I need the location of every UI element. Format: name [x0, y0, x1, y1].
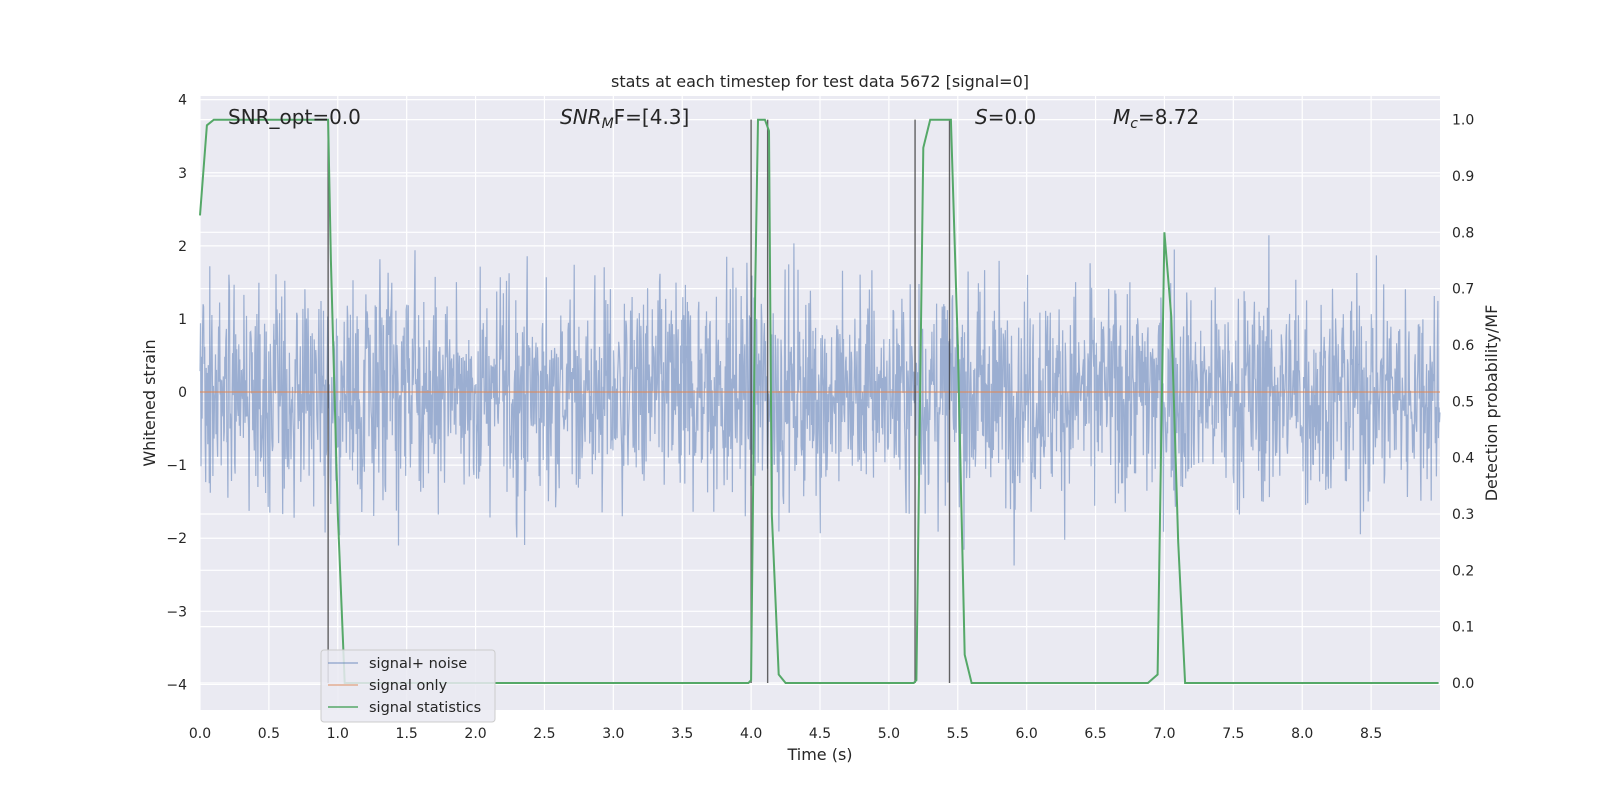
- x-tick-label: 6.5: [1084, 726, 1106, 742]
- legend-box: [320, 649, 496, 723]
- x-tick-label: 7.5: [1222, 726, 1244, 742]
- x-tick-label: 0.0: [189, 726, 211, 742]
- x-tick-label: 0.5: [258, 726, 280, 742]
- x-tick-label: 5.0: [878, 726, 900, 742]
- x-tick-label: 4.0: [740, 726, 762, 742]
- legend: signal+ noise signal only signal statist…: [320, 649, 496, 723]
- right-y-tick-label: 0.6: [1452, 338, 1474, 354]
- right-y-tick-label: 0.9: [1452, 169, 1474, 185]
- series-signal-noise: [199, 235, 1441, 566]
- right-y-tick-labels: 1.0 0.9 0.8 0.7 0.6 0.5 0.4 0.3 0.2 0.1 0.0: [1452, 113, 1474, 692]
- legend-label-signal-statistics: signal statistics: [369, 700, 481, 716]
- legend-label-signal-noise: signal+ noise: [369, 656, 467, 672]
- left-y-tick-label: 1: [178, 312, 187, 328]
- annotation-mc: Mc=8.72: [1113, 105, 1199, 132]
- x-tick-label: 1.0: [327, 726, 349, 742]
- right-y-tick-label: 0.4: [1452, 451, 1474, 467]
- x-tick-label: 8.5: [1360, 726, 1382, 742]
- left-y-axis-label: Whitened strain: [140, 339, 159, 466]
- right-y-tick-label: 0.5: [1452, 394, 1474, 410]
- left-y-tick-label: 3: [178, 166, 187, 182]
- right-y-tick-label: 0.7: [1452, 282, 1474, 298]
- x-axis-label: Time (s): [786, 745, 852, 764]
- left-y-tick-labels: 4 3 2 1 0 −1 −2 −3 −4: [166, 93, 187, 694]
- right-y-axis-label: Detection probability/MF: [1482, 305, 1501, 502]
- signal-noise-line: [199, 235, 1441, 566]
- left-y-tick-label: −2: [166, 531, 187, 547]
- x-tick-label: 2.0: [464, 726, 486, 742]
- x-tick-label: 7.0: [1153, 726, 1175, 742]
- left-y-tick-label: 0: [178, 385, 187, 401]
- right-y-tick-label: 1.0: [1452, 113, 1474, 129]
- legend-label-signal-only: signal only: [369, 678, 448, 694]
- right-y-tick-label: 0.8: [1452, 225, 1474, 241]
- x-tick-label: 5.5: [947, 726, 969, 742]
- right-y-tick-label: 0.0: [1452, 676, 1474, 692]
- x-tick-label: 3.5: [671, 726, 693, 742]
- left-y-tick-label: −4: [166, 677, 187, 693]
- annotation-snr-opt: SNR_opt=0.0: [228, 105, 361, 129]
- chart-title: stats at each timestep for test data 567…: [611, 72, 1029, 91]
- left-y-tick-label: −3: [166, 604, 187, 620]
- left-y-tick-label: −1: [166, 458, 187, 474]
- x-tick-labels: 0.0 0.5 1.0 1.5 2.0 2.5 3.0 3.5 4.0 4.5 5.0 5.5 6.0 6…: [189, 726, 1382, 742]
- x-tick-label: 2.5: [533, 726, 555, 742]
- right-y-tick-label: 0.1: [1452, 620, 1474, 636]
- x-tick-label: 3.0: [602, 726, 624, 742]
- x-tick-label: 1.5: [396, 726, 418, 742]
- x-tick-label: 6.0: [1016, 726, 1038, 742]
- left-y-tick-label: 4: [178, 93, 187, 109]
- left-y-tick-label: 2: [178, 239, 187, 255]
- x-tick-label: 8.0: [1291, 726, 1313, 742]
- series-signal-statistics: [199, 118, 1439, 684]
- right-y-tick-label: 0.3: [1452, 507, 1474, 523]
- signal-statistics-line: [199, 118, 1439, 684]
- annotation-snr-mf: SNRMF=[4.3]: [560, 105, 689, 132]
- x-tick-label: 4.5: [809, 726, 831, 742]
- annotation-s: S=0.0: [975, 105, 1036, 129]
- right-y-tick-label: 0.2: [1452, 563, 1474, 579]
